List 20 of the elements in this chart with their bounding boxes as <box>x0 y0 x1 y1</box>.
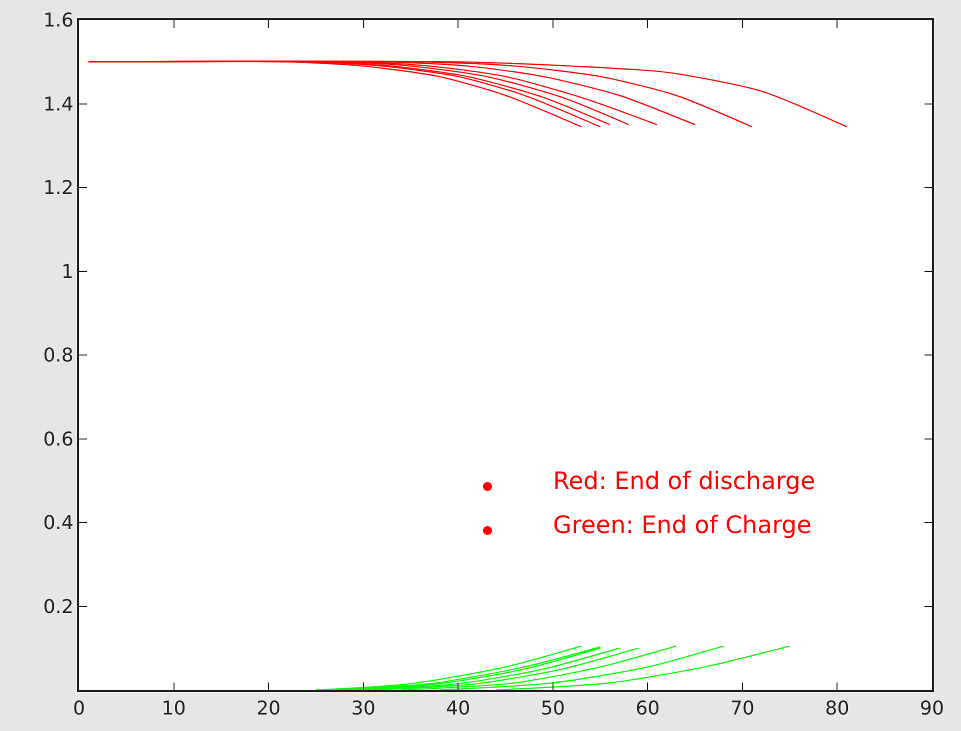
annotation: Red: End of discharge <box>553 467 816 495</box>
x-tick-label: 10 <box>162 698 186 720</box>
x-tick-label: 0 <box>72 698 86 720</box>
y-tick-label: 1.4 <box>43 93 74 116</box>
x-tick-label: 70 <box>730 698 755 720</box>
y-tick-label: 1.2 <box>43 177 74 200</box>
x-tick-label: 90 <box>920 698 944 720</box>
y-tick-label: 0.4 <box>43 512 74 534</box>
x-tick-label: 80 <box>825 698 850 720</box>
x-tick-label: 60 <box>636 698 660 720</box>
y-tick-label: 1.6 <box>43 10 74 32</box>
y-tick-label: 1 <box>61 260 74 283</box>
y-tick-label: 0.8 <box>43 344 74 367</box>
annotation: Green: End of Charge <box>553 511 812 539</box>
x-tick-label: 40 <box>446 698 470 720</box>
y-tick-label: 0.6 <box>43 428 74 450</box>
x-tick-label: 30 <box>351 698 376 720</box>
y-tick-label: 0.2 <box>43 596 74 618</box>
x-tick-label: 50 <box>540 698 565 720</box>
x-tick-label: 20 <box>256 698 281 720</box>
